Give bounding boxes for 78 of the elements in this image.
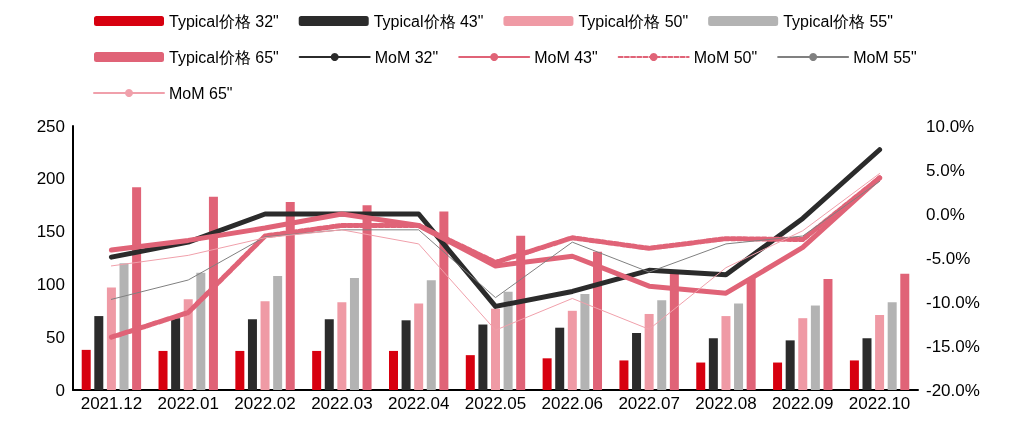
legend-label: MoM 55" xyxy=(853,48,917,66)
y2-tick-label: 0.0% xyxy=(926,204,965,224)
bar xyxy=(900,273,910,390)
bar xyxy=(426,280,436,390)
bar xyxy=(632,332,642,390)
y2-tick-label: -15.0% xyxy=(926,336,980,356)
legend-label: MoM 50" xyxy=(693,48,758,66)
bar xyxy=(773,362,783,390)
legend-label: MoM 65" xyxy=(169,84,233,102)
x-tick-label: 2022.02 xyxy=(234,394,296,413)
bar xyxy=(349,278,359,390)
bar xyxy=(312,350,322,390)
y-tick-label: 0 xyxy=(55,380,65,400)
y2-tick-label: -10.0% xyxy=(926,292,980,312)
x-tick-label: 2022.07 xyxy=(618,394,680,413)
bar xyxy=(247,319,257,390)
y-tick-label: 150 xyxy=(36,222,65,242)
bar xyxy=(862,338,872,390)
x-tick-label: 2022.08 xyxy=(695,394,757,413)
bar xyxy=(465,355,475,390)
bar xyxy=(119,263,129,390)
bar xyxy=(106,287,116,390)
bar xyxy=(619,360,629,390)
bar xyxy=(324,319,334,390)
y-tick-label: 200 xyxy=(36,169,65,189)
legend-label: Typical价格 43" xyxy=(373,12,484,30)
bar xyxy=(708,338,718,390)
bar xyxy=(478,324,488,390)
bar xyxy=(196,272,206,390)
y-tick-label: 100 xyxy=(36,274,65,294)
y2-tick-label: -5.0% xyxy=(926,248,971,268)
legend-label: Typical价格 32" xyxy=(169,12,279,30)
legend-label: Typical价格 50" xyxy=(578,12,689,30)
bar xyxy=(657,300,667,390)
y2-tick-label: 10.0% xyxy=(926,116,975,136)
bar xyxy=(696,362,706,390)
x-tick-label: 2022.10 xyxy=(848,394,911,413)
bar xyxy=(798,318,808,390)
x-tick-label: 2022.09 xyxy=(772,394,834,413)
bar xyxy=(734,303,744,390)
x-tick-label: 2022.05 xyxy=(464,394,527,413)
x-tick-label: 2022.06 xyxy=(541,394,604,413)
bar xyxy=(567,310,577,390)
x-tick-label: 2022.04 xyxy=(387,394,450,413)
x-tick-label: 2022.01 xyxy=(157,394,219,413)
y-tick-label: 50 xyxy=(46,327,65,347)
y-tick-label: 250 xyxy=(36,116,65,136)
legend-label: Typical价格 55" xyxy=(783,12,893,30)
bar xyxy=(542,358,552,390)
bar xyxy=(260,301,270,390)
bar xyxy=(414,303,424,390)
bar xyxy=(823,279,833,390)
bar xyxy=(388,350,398,390)
legend-label: MoM 32" xyxy=(374,48,439,66)
bar xyxy=(81,349,91,390)
bar xyxy=(94,316,104,390)
legend-label: MoM 43" xyxy=(534,48,598,66)
bar xyxy=(785,340,795,390)
bar xyxy=(721,316,731,390)
bar xyxy=(158,350,168,390)
bar xyxy=(337,302,347,390)
legend-label: Typical价格 65" xyxy=(169,48,279,66)
bar xyxy=(875,315,885,390)
bar xyxy=(580,293,590,390)
x-tick-label: 2021.12 xyxy=(80,394,143,413)
bar xyxy=(849,360,859,390)
bar xyxy=(503,291,513,390)
bar xyxy=(810,305,820,390)
bar xyxy=(183,299,193,390)
x-tick-label: 2022.03 xyxy=(311,394,373,413)
bar xyxy=(555,327,565,390)
bar xyxy=(171,318,181,390)
bar xyxy=(273,275,283,390)
bar xyxy=(235,350,245,390)
y2-tick-label: 5.0% xyxy=(926,160,965,180)
y2-tick-label: -20.0% xyxy=(926,380,980,400)
bar xyxy=(401,320,411,390)
bar xyxy=(887,302,897,390)
